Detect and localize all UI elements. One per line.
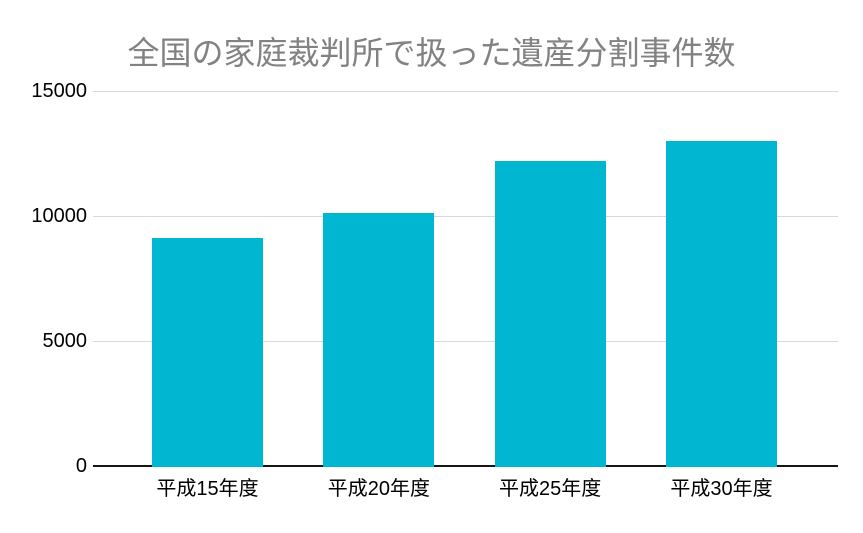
bar-平成20年度	[323, 213, 435, 467]
x-tick-label-平成20年度: 平成20年度	[327, 478, 430, 500]
y-tick-label-10000: 10000	[31, 205, 87, 227]
x-tick-label-平成25年度: 平成25年度	[499, 478, 602, 500]
x-tick-label-平成30年度: 平成30年度	[670, 478, 773, 500]
x-axis-line	[93, 465, 838, 467]
bar-平成30年度	[665, 140, 777, 467]
bar-平成25年度	[494, 160, 606, 467]
x-tick-label-平成15年度: 平成15年度	[156, 478, 259, 500]
chart-title: 全国の家庭裁判所で扱った遺産分割事件数	[127, 35, 736, 71]
plot-area	[93, 91, 838, 467]
y-tick-label-15000: 15000	[31, 80, 87, 102]
gridline-15000	[93, 91, 838, 92]
y-tick-label-0: 0	[75, 455, 87, 477]
bar-平成15年度	[152, 238, 263, 467]
gridline-5000	[93, 341, 838, 342]
gridline-10000	[93, 216, 838, 217]
y-tick-label-5000: 5000	[42, 330, 88, 352]
